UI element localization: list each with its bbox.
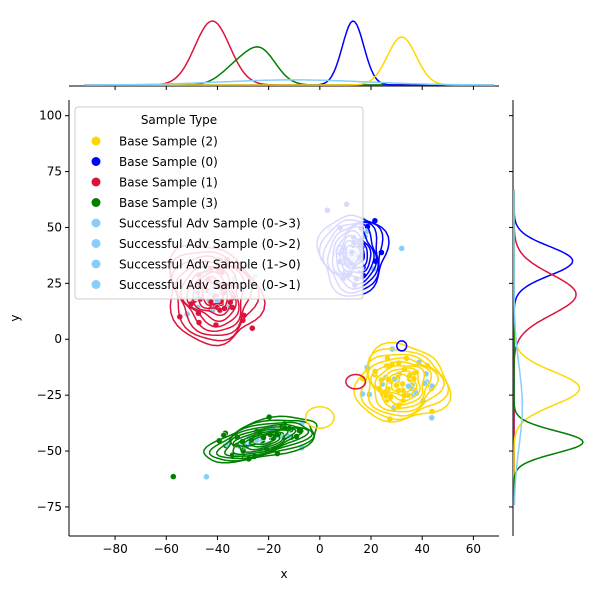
legend-label: Base Sample (2) (119, 135, 218, 149)
kde-contour (236, 429, 289, 451)
legend-marker (91, 218, 101, 228)
kde-contour (353, 341, 452, 423)
scatter-point (428, 414, 435, 422)
scatter-point (203, 473, 210, 481)
legend-label: Successful Adv Sample (0->1) (119, 278, 301, 292)
x-tick-label: −60 (154, 542, 179, 556)
kde-contour (379, 367, 421, 402)
kde-contour (367, 357, 439, 413)
legend-marker (91, 198, 101, 207)
legend-box (74, 106, 364, 300)
legend-label: Base Sample (1) (119, 176, 218, 190)
x-tick-label: 40 (415, 542, 430, 556)
y-tick-label: −50 (37, 444, 62, 458)
kde-contour (374, 364, 426, 406)
y-tick-label: 25 (47, 276, 62, 290)
kde-contour (304, 406, 335, 429)
kde-contour (385, 369, 418, 398)
kde-contour (248, 433, 277, 446)
x-tick-label: 0 (316, 542, 324, 556)
legend-marker (91, 136, 101, 146)
y-tick-label: −75 (37, 500, 62, 514)
y-tick-label: −25 (37, 388, 62, 402)
legend-label: Base Sample (3) (119, 196, 218, 210)
legend-label: Successful Adv Sample (1->0) (119, 258, 301, 272)
legend-label: Successful Adv Sample (0->2) (119, 237, 301, 251)
y-tick-label: 50 (47, 220, 62, 234)
scatter-point (399, 380, 406, 388)
kde-contour (230, 426, 304, 456)
x-tick-label: 20 (363, 542, 378, 556)
kde-contour (345, 373, 367, 390)
scatter-point (413, 390, 420, 397)
scatter-point (393, 381, 400, 389)
kde-contour (242, 431, 282, 448)
legend-marker (91, 177, 101, 187)
y-tick-label: 0 (54, 332, 62, 346)
scatter-point (398, 245, 405, 252)
x-tick-label: 60 (466, 542, 481, 556)
x-axis-label: x (280, 567, 287, 581)
kde-contour (203, 415, 318, 464)
kde-contour (208, 419, 315, 462)
x-tick-label: −20 (256, 542, 281, 556)
kde-contour (396, 340, 408, 352)
top-marginal-kde (69, 20, 499, 87)
scatter-point (170, 473, 177, 480)
legend-label: Base Sample (0) (119, 155, 218, 169)
legend-marker (91, 157, 101, 166)
y-tick-label: 75 (47, 165, 62, 179)
marginal-y-curve (513, 189, 524, 505)
y-tick-label: 100 (39, 109, 62, 123)
axes: −80 −60 −40 −20 0 20 40 60 −75 −50 −25 0 25 50 75 100 (37, 86, 513, 556)
scatter-point (249, 324, 256, 332)
x-tick-label: −40 (205, 542, 230, 556)
legend: Sample Type Base Sample (2) Base Sample (0… (74, 106, 364, 300)
right-marginal-kde (512, 100, 584, 536)
marginal-x-curve (84, 79, 494, 86)
legend-marker (91, 259, 101, 269)
legend-marker (91, 280, 101, 289)
legend-marker (91, 239, 101, 248)
kde-contour (216, 421, 314, 460)
legend-title: Sample Type (141, 113, 217, 127)
kde-contour (366, 353, 445, 417)
kde-contour (224, 423, 310, 457)
y-axis-label: y (8, 314, 22, 321)
legend-label: Successful Adv Sample (0->3) (119, 217, 301, 231)
kde-contour (390, 373, 414, 393)
kde-contour (232, 427, 297, 453)
x-tick-label: −80 (102, 542, 127, 556)
